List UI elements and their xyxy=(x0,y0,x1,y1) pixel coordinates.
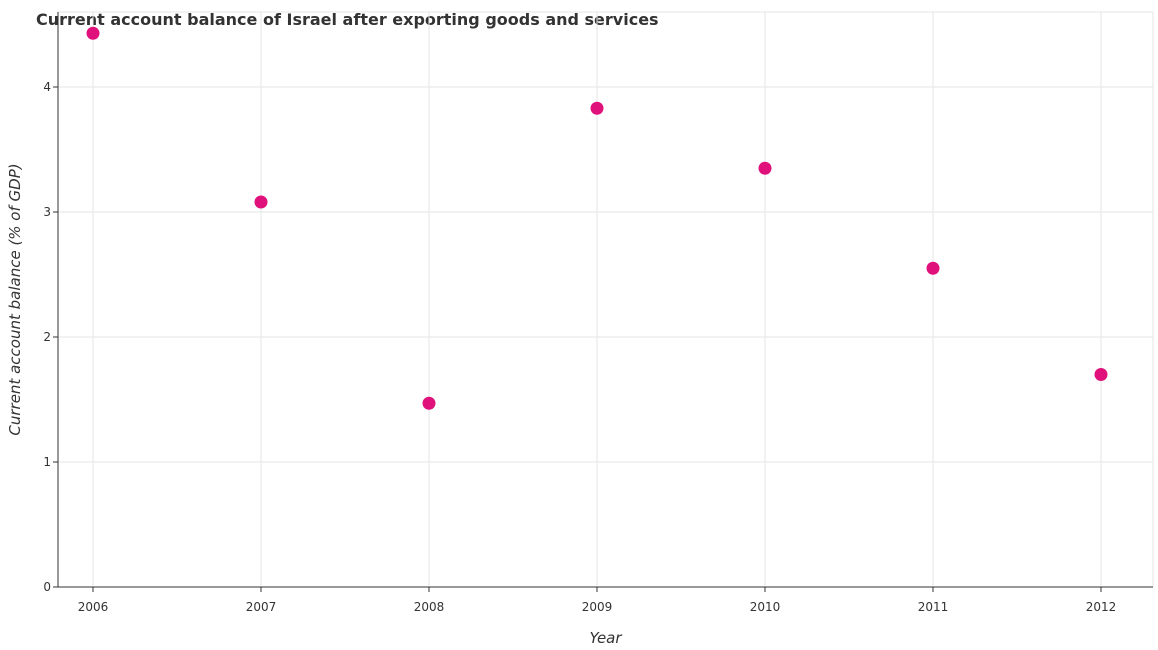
y-tick-label: 4 xyxy=(43,80,51,94)
y-tick-label: 0 xyxy=(43,580,51,594)
data-point xyxy=(926,261,940,275)
y-axis-label: Current account balance (% of GDP) xyxy=(6,163,24,435)
data-point xyxy=(758,161,772,175)
y-tick-label: 1 xyxy=(43,455,51,469)
tick-labels: 0 1 2 3 4 2006 2007 2008 2009 2010 2011 2012 xyxy=(43,80,1116,614)
data-point xyxy=(1094,368,1108,381)
x-tick-label: 2006 xyxy=(78,600,109,614)
x-tick-label: 2009 xyxy=(582,600,613,614)
x-tick-label: 2007 xyxy=(246,600,277,614)
data-point xyxy=(86,26,100,40)
gridlines xyxy=(58,11,1154,588)
x-axis-label: Year xyxy=(589,629,622,647)
axes xyxy=(53,12,1153,592)
data-point xyxy=(422,396,436,410)
chart-title: Current account balance of Israel after … xyxy=(36,10,659,29)
y-tick-label: 2 xyxy=(43,330,51,344)
data-point xyxy=(590,101,604,115)
data-points xyxy=(86,26,1108,410)
x-tick-label: 2010 xyxy=(750,600,781,614)
x-tick-label: 2011 xyxy=(918,600,949,614)
x-tick-label: 2008 xyxy=(414,600,445,614)
y-tick-label: 3 xyxy=(43,205,51,219)
data-point xyxy=(254,195,268,209)
x-tick-label: 2012 xyxy=(1086,600,1117,614)
